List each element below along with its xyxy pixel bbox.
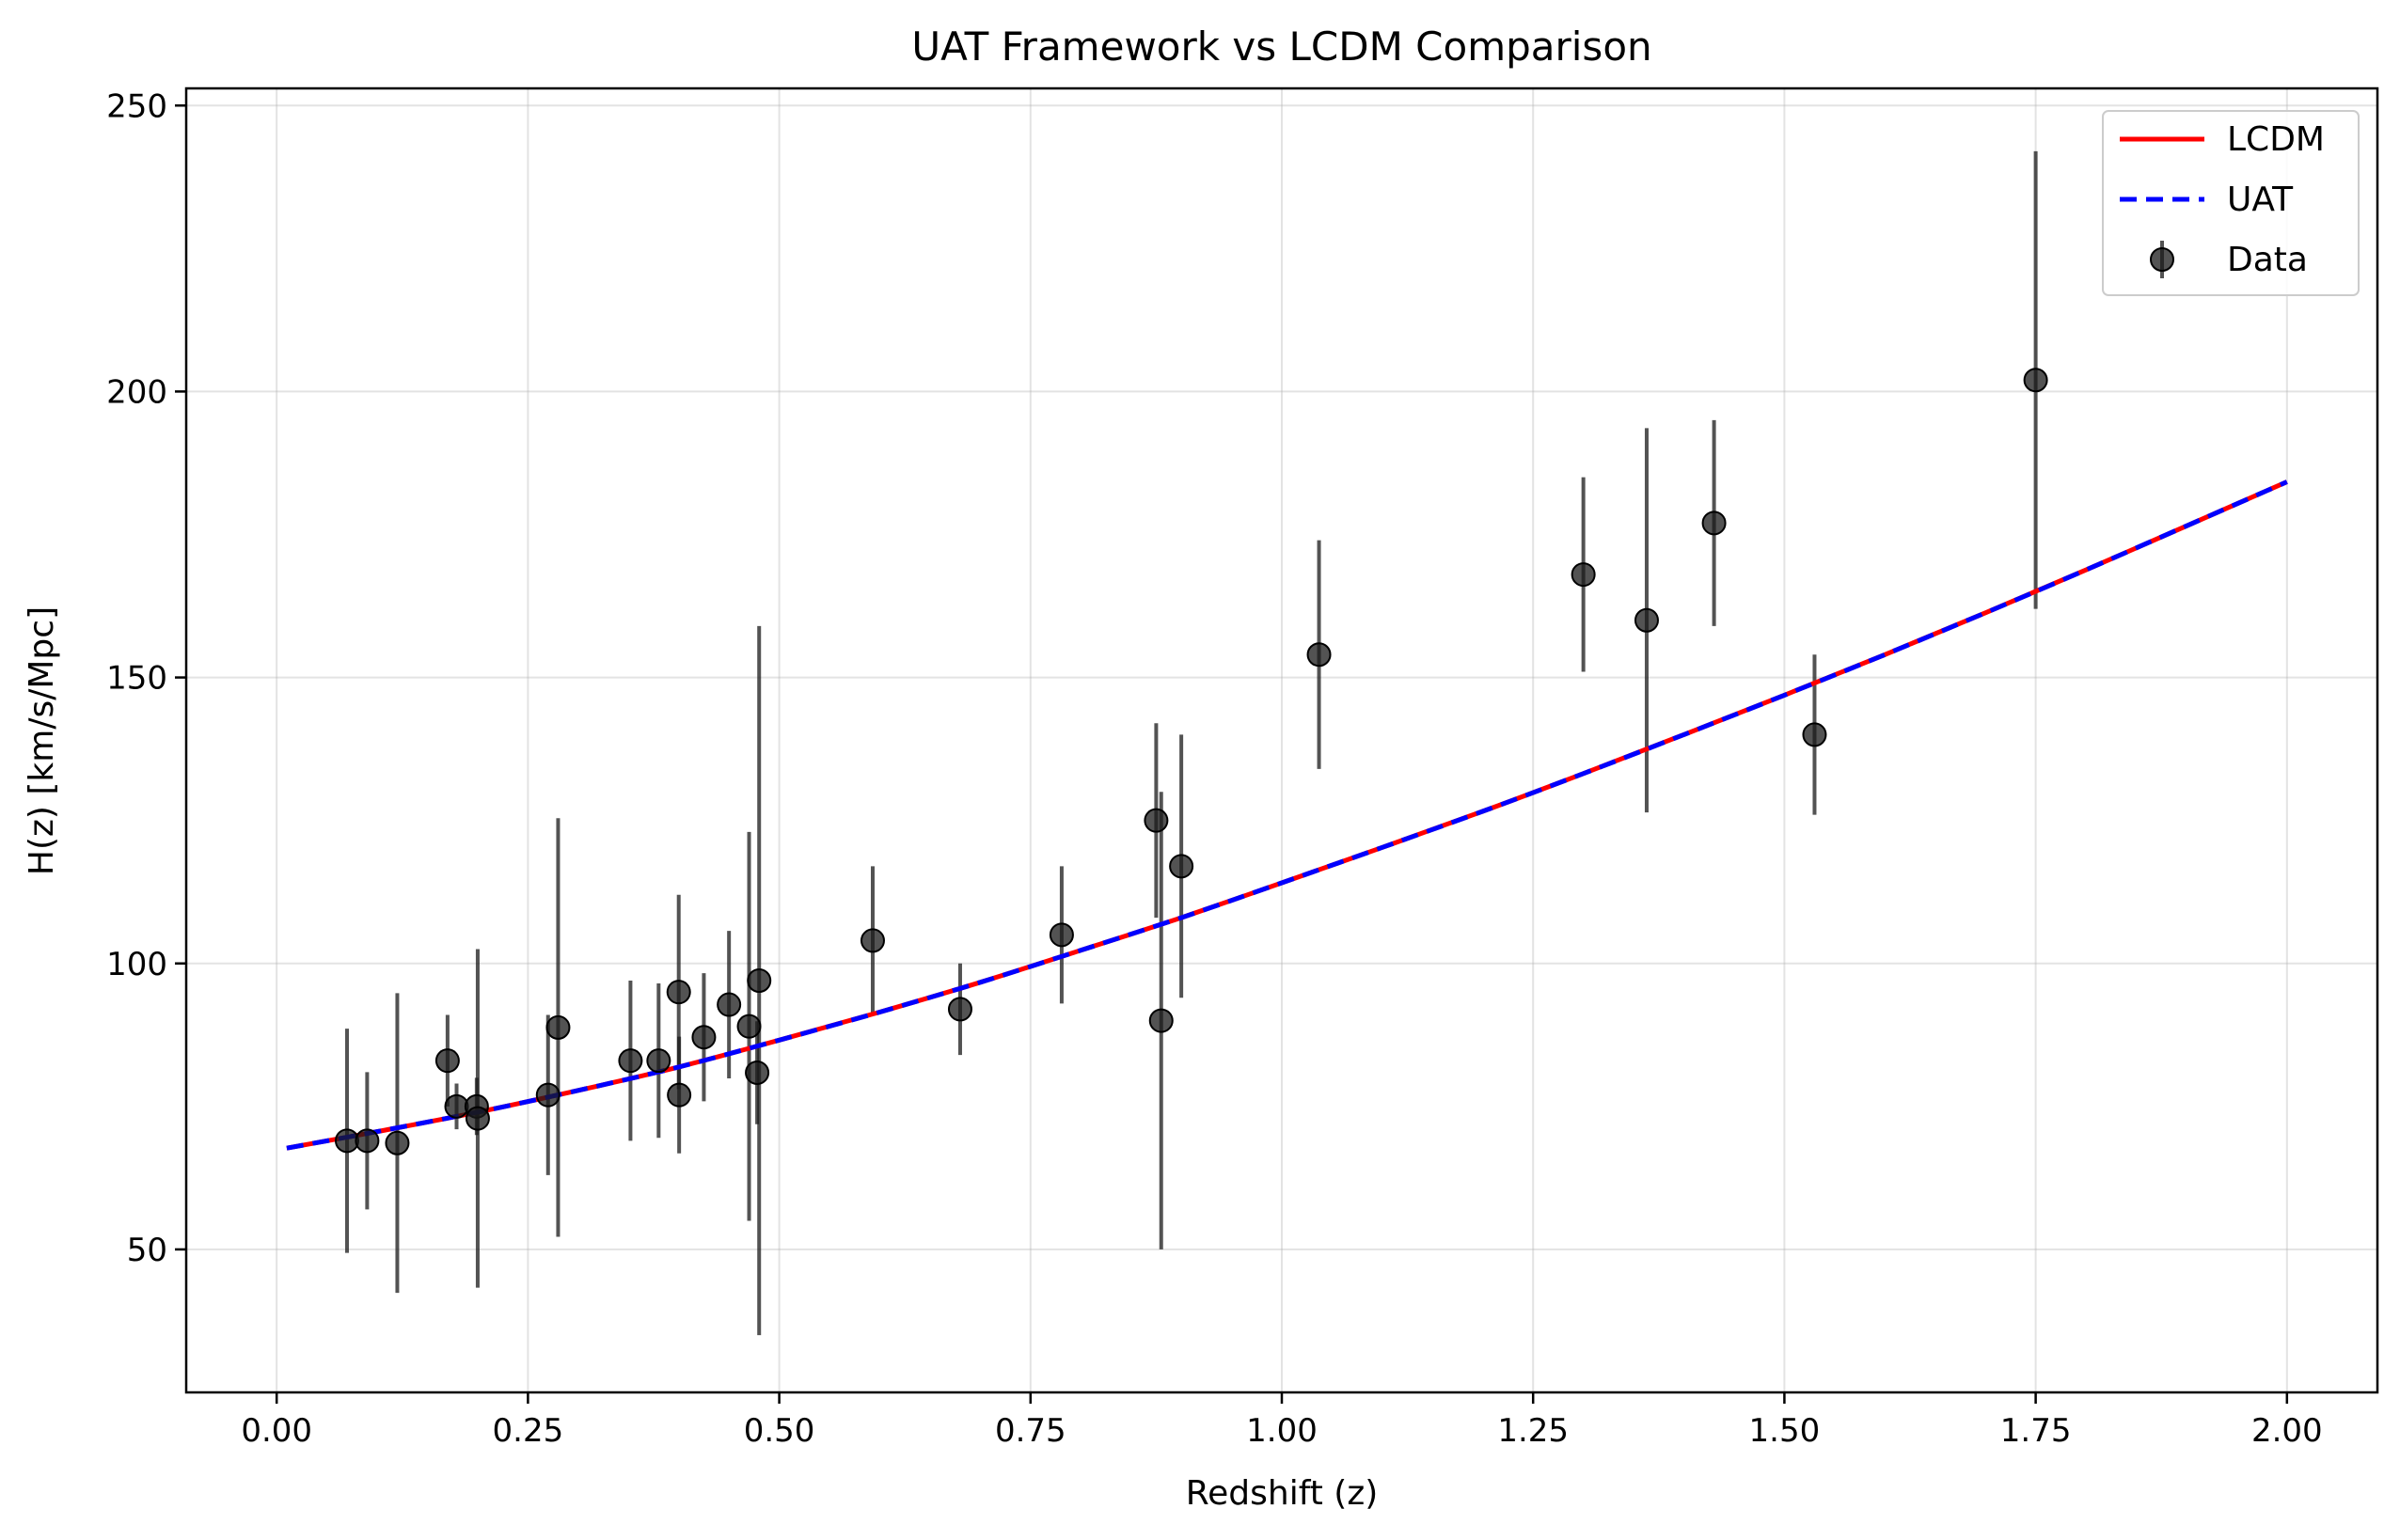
x-tick-label: 1.25 [1497,1412,1569,1450]
data-point [691,1025,717,1050]
data-point [618,1048,643,1074]
x-tick-label: 0.75 [995,1412,1066,1450]
y-tick-label: 150 [106,660,167,698]
data-point [860,928,885,953]
data-point [545,1014,571,1040]
data-point [1701,511,1727,536]
data-point [646,1048,671,1074]
chart-title: UAT Framework vs LCDM Comparison [911,24,1651,70]
data-point [736,1014,762,1039]
data-point [745,1060,770,1085]
data-point [2023,368,2048,393]
x-tick-label: 0.50 [744,1412,815,1450]
data-point [747,968,772,993]
x-tick-label: 2.00 [2251,1412,2323,1450]
x-tick-label: 1.00 [1246,1412,1318,1450]
y-tick-label: 250 [106,87,167,125]
data-point [1571,562,1596,588]
y-tick-label: 100 [106,946,167,983]
data-point [1634,607,1659,633]
data-point [1049,922,1074,948]
data-point [717,992,742,1017]
data-point [1306,642,1332,668]
grid [186,88,2377,1392]
data-point [385,1130,410,1155]
legend: LCDM UAT Data [2102,110,2360,296]
x-axis-label: Redshift (z) [1186,1474,1379,1513]
data-point [1169,854,1194,879]
x-tick-label: 1.75 [2000,1412,2072,1450]
legend-label-lcdm: LCDM [2227,120,2325,159]
data-point [465,1106,490,1131]
data-point [667,1082,692,1108]
data-point [434,1048,460,1074]
uat-line [286,479,2288,1151]
y-tick-label: 50 [127,1232,167,1269]
x-tick-label: 0.00 [241,1412,312,1450]
axis-ticks: 0.00 0.25 0.50 0.75 1.00 1.25 1.50 1.75 2.00 50 10… [106,87,2323,1450]
x-tick-label: 1.50 [1749,1412,1821,1450]
x-tick-label: 0.25 [493,1412,564,1450]
data-point [535,1082,561,1108]
data-point [1802,722,1827,747]
data-point [1148,1008,1174,1033]
y-axis-label: H(z) [km/s/Mpc] [23,606,61,875]
plot-area [286,150,2288,1336]
data-point [666,980,691,1005]
legend-label-data: Data [2227,241,2308,279]
data-point [355,1128,380,1154]
y-tick-label: 200 [106,373,167,411]
legend-marker-data [2150,247,2174,272]
data-point [947,997,972,1022]
legend-label-uat: UAT [2227,181,2294,219]
lcdm-line [286,479,2288,1151]
data-point [1144,808,1169,833]
